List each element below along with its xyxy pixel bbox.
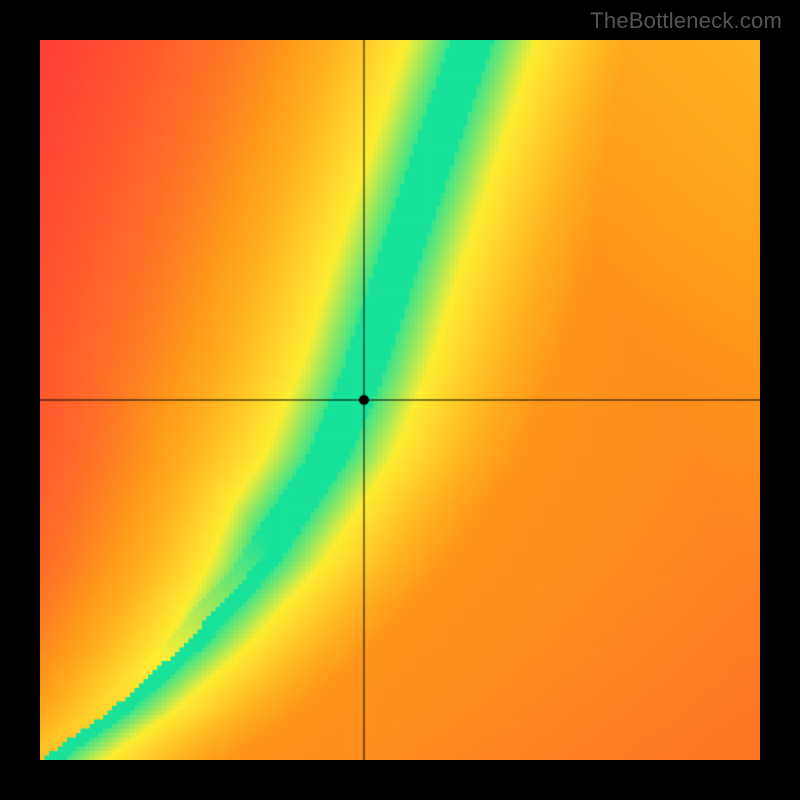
chart-container: TheBottleneck.com xyxy=(0,0,800,800)
watermark-text: TheBottleneck.com xyxy=(590,8,782,34)
bottleneck-heatmap xyxy=(40,40,760,760)
